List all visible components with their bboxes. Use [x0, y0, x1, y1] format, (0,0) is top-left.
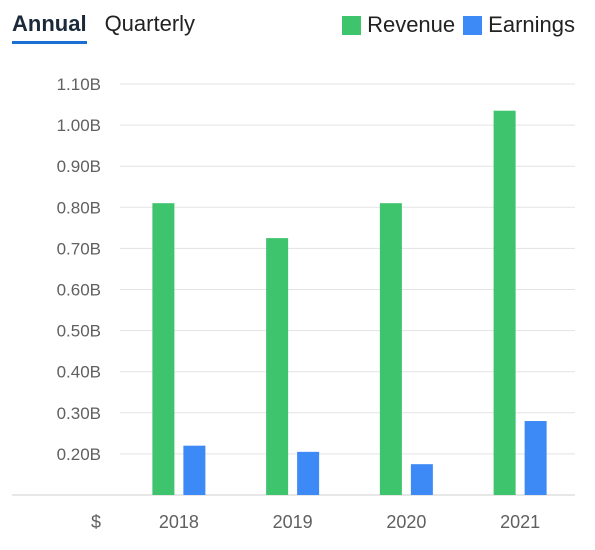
- bar-earnings: [297, 451, 320, 495]
- legend-item-revenue[interactable]: Revenue: [342, 12, 455, 38]
- legend-item-earnings[interactable]: Earnings: [463, 12, 575, 38]
- x-tick-label: 2020: [386, 512, 426, 532]
- chart-legend: Revenue Earnings: [334, 12, 575, 38]
- earnings-swatch: [463, 15, 483, 35]
- bar-revenue: [379, 203, 402, 495]
- y-unit-label: $: [91, 512, 101, 532]
- y-tick-label: 0.50B: [57, 322, 101, 341]
- tab-annual[interactable]: Annual: [12, 10, 87, 44]
- x-tick-label: 2021: [500, 512, 540, 532]
- period-tabs: Annual Quarterly: [12, 10, 213, 44]
- bar-revenue: [493, 110, 516, 495]
- x-tick-label: 2019: [273, 512, 313, 532]
- revenue-swatch: [342, 15, 362, 35]
- x-tick-label: 2018: [159, 512, 199, 532]
- y-tick-label: 1.00B: [57, 116, 101, 135]
- y-tick-label: 0.20B: [57, 445, 101, 464]
- y-tick-label: 0.90B: [57, 157, 101, 176]
- bar-revenue: [266, 238, 289, 495]
- bar-earnings: [524, 421, 547, 495]
- tab-quarterly[interactable]: Quarterly: [104, 11, 196, 36]
- y-tick-label: 0.40B: [57, 363, 101, 382]
- legend-label-earnings: Earnings: [488, 12, 575, 37]
- y-tick-label: 0.60B: [57, 281, 101, 300]
- y-tick-label: 1.10B: [57, 75, 101, 94]
- y-tick-label: 0.70B: [57, 239, 101, 258]
- bar-earnings: [183, 445, 206, 495]
- bar-earnings: [410, 464, 433, 495]
- legend-label-revenue: Revenue: [367, 12, 456, 37]
- y-tick-label: 0.30B: [57, 404, 101, 423]
- y-tick-label: 0.80B: [57, 198, 101, 217]
- bar-revenue: [152, 203, 175, 495]
